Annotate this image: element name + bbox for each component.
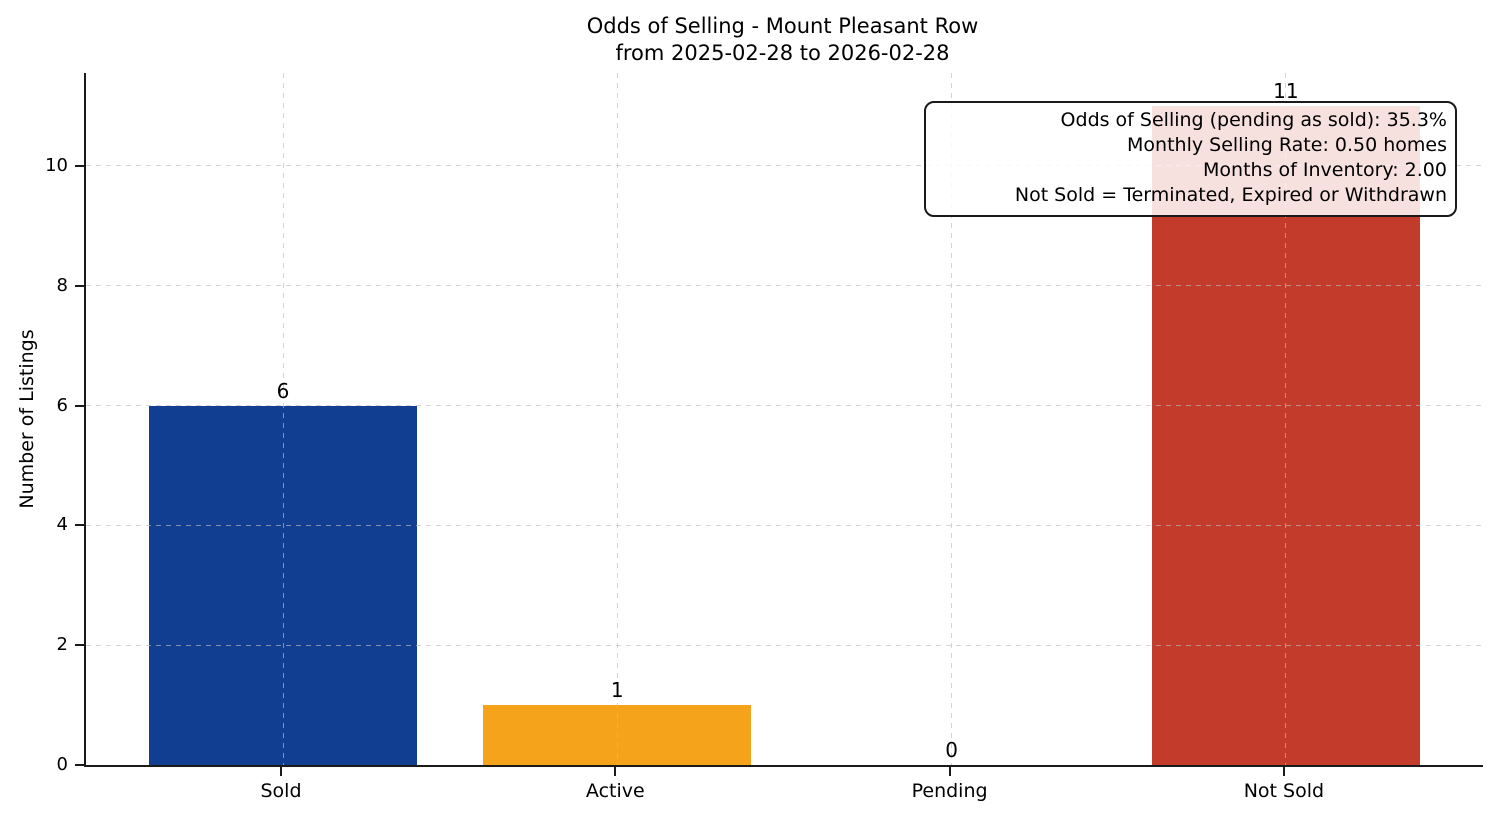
x-tick-label-not-sold: Not Sold bbox=[1243, 780, 1325, 802]
gridline-h-8 bbox=[86, 285, 1483, 287]
gridline-h-2 bbox=[86, 644, 1483, 646]
bar-value-label-sold: 6 bbox=[276, 378, 290, 403]
y-tick-mark bbox=[75, 524, 84, 527]
y-tick-label: 4 bbox=[56, 514, 68, 536]
y-tick-label: 8 bbox=[56, 274, 68, 296]
y-tick-label: 2 bbox=[56, 634, 68, 656]
annotation-line-inventory: Months of Inventory: 2.00 bbox=[1203, 159, 1447, 181]
gridline-h-4 bbox=[86, 524, 1483, 526]
gridline-v-active bbox=[616, 73, 618, 765]
gridline-v-not-sold bbox=[1285, 73, 1287, 765]
x-tick-label-pending: Pending bbox=[911, 780, 988, 802]
chart-title-line1: Odds of Selling - Mount Pleasant Row bbox=[586, 14, 979, 38]
bar-value-label-not-sold: 11 bbox=[1273, 78, 1299, 103]
y-axis-label: Number of Listings bbox=[16, 329, 38, 509]
y-tick-mark bbox=[75, 764, 84, 766]
x-tick-mark bbox=[1282, 767, 1285, 776]
bar-value-label-pending: 0 bbox=[945, 738, 958, 762]
annotation-line-monthly-rate: Monthly Selling Rate: 0.50 homes bbox=[1127, 134, 1447, 156]
chart-title: Odds of Selling - Mount Pleasant Row fro… bbox=[84, 13, 1481, 67]
annotation-box: Odds of Selling (pending as sold): 35.3%… bbox=[924, 101, 1457, 217]
gridline-h-10 bbox=[86, 165, 1483, 167]
y-tick-label: 10 bbox=[45, 154, 68, 176]
bar-value-label-active: 1 bbox=[610, 678, 624, 703]
x-tick-label-active: Active bbox=[585, 780, 645, 802]
gridline-h-6 bbox=[86, 405, 1483, 407]
y-tick-label: 0 bbox=[56, 754, 68, 775]
y-tick-mark bbox=[75, 644, 84, 647]
gridline-v-sold bbox=[282, 73, 284, 765]
x-tick-mark bbox=[948, 767, 951, 776]
y-tick-label: 6 bbox=[56, 394, 68, 416]
y-tick-mark bbox=[75, 404, 84, 407]
y-tick-mark bbox=[75, 164, 84, 167]
annotation-line-odds: Odds of Selling (pending as sold): 35.3% bbox=[1060, 109, 1447, 131]
x-tick-label-sold: Sold bbox=[260, 780, 302, 802]
y-tick-mark bbox=[75, 284, 84, 287]
x-tick-mark bbox=[280, 767, 282, 776]
gridline-v-pending bbox=[951, 73, 953, 765]
chart-title-line2: from 2025-02-28 to 2026-02-28 bbox=[615, 41, 950, 65]
annotation-line-not-sold-def: Not Sold = Terminated, Expired or Withdr… bbox=[1014, 184, 1447, 206]
x-tick-mark bbox=[614, 767, 617, 776]
